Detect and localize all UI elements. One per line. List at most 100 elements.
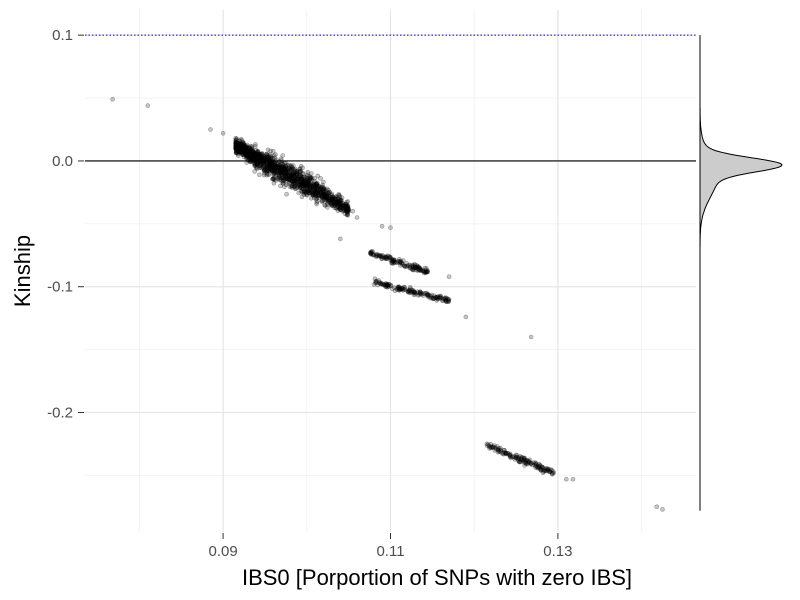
scatter-point xyxy=(310,184,316,189)
scatter-point xyxy=(307,175,313,181)
scatter-point xyxy=(240,147,245,153)
scatter-point xyxy=(259,154,264,159)
scatter-point xyxy=(333,201,339,207)
scatter-point xyxy=(335,196,341,202)
scatter-point xyxy=(282,172,288,177)
scatter-point xyxy=(248,148,253,154)
scatter-point xyxy=(314,183,320,188)
scatter-point xyxy=(313,181,319,186)
scatter-point xyxy=(344,205,349,210)
scatter-point xyxy=(308,196,314,201)
scatter-point xyxy=(263,157,269,162)
scatter-point xyxy=(254,149,260,154)
scatter-point xyxy=(305,176,310,181)
scatter-point xyxy=(287,184,293,190)
scatter-point xyxy=(379,281,385,287)
scatter-point xyxy=(272,169,278,174)
scatter-point xyxy=(442,296,448,301)
scatter-point xyxy=(251,157,257,163)
scatter-point xyxy=(346,207,351,212)
scatter-point xyxy=(245,151,250,157)
scatter-point xyxy=(298,180,303,185)
scatter-point xyxy=(390,261,396,267)
scatter-point xyxy=(411,289,417,294)
scatter-point xyxy=(298,182,304,187)
scatter-point xyxy=(293,172,299,178)
scatter-point xyxy=(267,158,272,164)
scatter-point xyxy=(254,151,259,157)
scatter-point xyxy=(256,172,262,178)
scatter-point xyxy=(302,174,308,180)
scatter-point xyxy=(299,176,304,182)
scatter-point xyxy=(242,149,247,154)
scatter-point xyxy=(296,190,302,196)
scatter-point xyxy=(243,152,248,158)
scatter-point xyxy=(316,195,322,201)
scatter-point xyxy=(276,168,282,173)
scatter-point xyxy=(234,142,240,148)
scatter-point xyxy=(488,445,494,451)
scatter-point xyxy=(238,146,243,151)
scatter-point xyxy=(279,160,285,165)
scatter-point xyxy=(397,259,403,265)
scatter-point xyxy=(425,268,431,274)
scatter-point xyxy=(516,455,521,460)
scatter-point xyxy=(411,292,417,298)
scatter-point xyxy=(236,146,241,151)
scatter-point xyxy=(283,174,289,179)
scatter-point xyxy=(307,176,313,182)
scatter-point xyxy=(246,151,252,157)
scatter-point xyxy=(246,149,252,155)
scatter-point xyxy=(284,163,290,168)
scatter-point xyxy=(374,253,380,258)
scatter-point xyxy=(293,172,298,177)
scatter-point xyxy=(509,454,515,459)
scatter-point xyxy=(238,147,244,152)
scatter-point xyxy=(523,460,528,466)
scatter-point xyxy=(285,169,291,175)
scatter-point xyxy=(344,203,350,209)
scatter-point xyxy=(318,189,324,195)
scatter-point xyxy=(521,459,527,465)
scatter-point xyxy=(325,198,331,203)
scatter-point xyxy=(340,201,345,206)
scatter-point xyxy=(252,155,257,161)
scatter-point xyxy=(336,200,341,205)
scatter-point xyxy=(424,266,429,271)
scatter-point xyxy=(315,183,321,189)
scatter-point xyxy=(254,154,259,160)
scatter-point xyxy=(292,183,297,189)
scatter-point xyxy=(290,166,295,171)
density-outline xyxy=(699,35,783,511)
scatter-point xyxy=(409,288,415,294)
scatter-point xyxy=(345,203,350,209)
scatter-point xyxy=(255,150,260,155)
scatter-point xyxy=(318,186,323,192)
scatter-point xyxy=(235,145,240,150)
scatter-point xyxy=(280,164,286,170)
scatter-point xyxy=(243,149,249,154)
scatter-point xyxy=(255,150,260,156)
scatter-point xyxy=(275,168,281,173)
scatter-point xyxy=(320,189,326,195)
scatter-point xyxy=(304,180,309,185)
scatter-point xyxy=(261,159,267,164)
scatter-point xyxy=(425,293,431,299)
scatter-point xyxy=(236,146,241,152)
scatter-point xyxy=(292,175,298,181)
scatter-point xyxy=(321,194,327,199)
scatter-point xyxy=(513,455,518,461)
scatter-point xyxy=(343,203,349,209)
scatter-point xyxy=(283,171,289,176)
scatter-point xyxy=(261,158,267,164)
scatter-point xyxy=(328,201,334,207)
scatter-point xyxy=(274,165,280,171)
scatter-point xyxy=(300,177,305,182)
scatter-point xyxy=(492,445,498,450)
scatter-point xyxy=(437,294,442,300)
scatter-point xyxy=(283,166,289,171)
scatter-point xyxy=(272,166,278,171)
scatter-point xyxy=(532,462,538,468)
scatter-point xyxy=(275,176,281,181)
scatter-point xyxy=(247,145,253,151)
